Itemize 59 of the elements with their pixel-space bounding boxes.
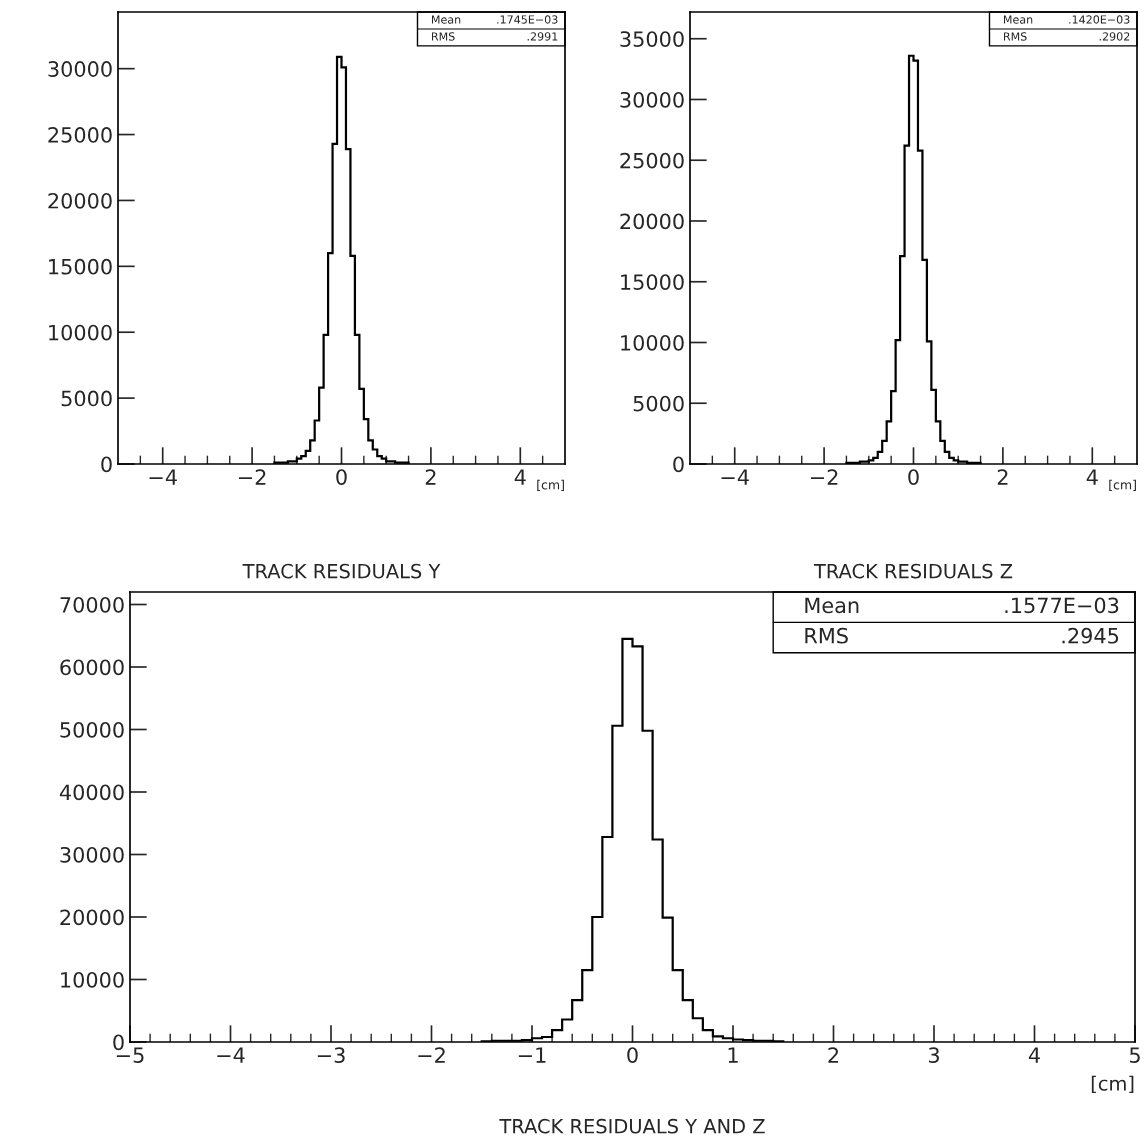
text: TRACK RESIDUALS Y	[242, 563, 441, 579]
annotation: Mean	[1003, 15, 1033, 24]
x-tick-label: 0	[908, 469, 919, 485]
y-tick-label: 10000	[621, 334, 684, 351]
y-tick-label: 5000	[61, 390, 112, 407]
x-tick-label: −3	[317, 1047, 345, 1063]
text: TRACK RESIDUALS Z	[813, 563, 1013, 579]
x-tick-label: 2	[997, 469, 1008, 485]
annotation: .1745E−03	[497, 15, 558, 24]
annotation: RMS	[1003, 32, 1027, 41]
x-tick-label: −2	[810, 469, 838, 485]
annotation: .1420E−03	[1069, 15, 1130, 24]
y-tick-label: 35000	[620, 31, 684, 47]
x-axis-title: [cm]	[1091, 1075, 1134, 1094]
x-tick-label: 0	[336, 469, 347, 485]
y-tick-label: 30000	[48, 61, 112, 77]
x-tick-label: −2	[418, 1047, 445, 1063]
y-tick-label: 30000	[60, 846, 124, 863]
y-tick-label: 20000	[60, 909, 124, 926]
x-tick-label: 2	[828, 1047, 839, 1063]
x-tick-label: 5	[1129, 1047, 1140, 1063]
y-tick-label: 25000	[48, 127, 112, 143]
y-tick-label: 40000	[59, 784, 124, 801]
x-tick-label: 3	[928, 1047, 939, 1063]
y-tick-label: 50000	[60, 721, 124, 738]
annotation: Mean	[431, 15, 461, 24]
x-tick-label: 4	[1086, 469, 1098, 485]
x-axis-title: [cm]	[1109, 479, 1136, 491]
y-tick-label: 15000	[49, 258, 112, 275]
annotation: RMS	[431, 32, 455, 41]
text: TRACK RESIDUALS Y AND Z	[499, 1118, 765, 1134]
x-tick-label: −4	[217, 1047, 245, 1063]
annotation: .1577E−03	[1005, 597, 1119, 614]
y-tick-label: 20000	[620, 213, 684, 230]
y-tick-label: 25000	[620, 152, 684, 169]
x-axis-title: [cm]	[537, 479, 564, 491]
annotation: .2902	[1099, 32, 1130, 41]
y-tick-label: 0	[673, 456, 684, 473]
x-tick-label: −4	[721, 469, 749, 485]
annotation: .2945	[1062, 627, 1119, 644]
y-tick-label: 10000	[61, 971, 124, 988]
x-tick-label: 1	[728, 1047, 738, 1063]
annotation: .2991	[527, 32, 558, 41]
y-tick-label: 60000	[60, 659, 124, 676]
y-tick-label: 30000	[620, 91, 684, 108]
x-tick-label: −2	[238, 469, 266, 485]
y-tick-label: 20000	[48, 192, 112, 209]
x-tick-label: 4	[514, 469, 526, 485]
x-tick-label: 2	[425, 469, 436, 485]
y-tick-label: 0	[101, 456, 112, 473]
annotation: RMS	[805, 627, 848, 644]
y-tick-label: 5000	[633, 395, 684, 412]
y-tick-label: 10000	[49, 324, 112, 341]
y-tick-label: 70000	[60, 596, 124, 613]
x-tick-label: −4	[149, 469, 177, 485]
annotation: Mean	[805, 597, 859, 614]
x-tick-label: 4	[1028, 1047, 1040, 1063]
x-tick-label: −1	[518, 1047, 546, 1063]
y-tick-label: 15000	[621, 274, 684, 290]
